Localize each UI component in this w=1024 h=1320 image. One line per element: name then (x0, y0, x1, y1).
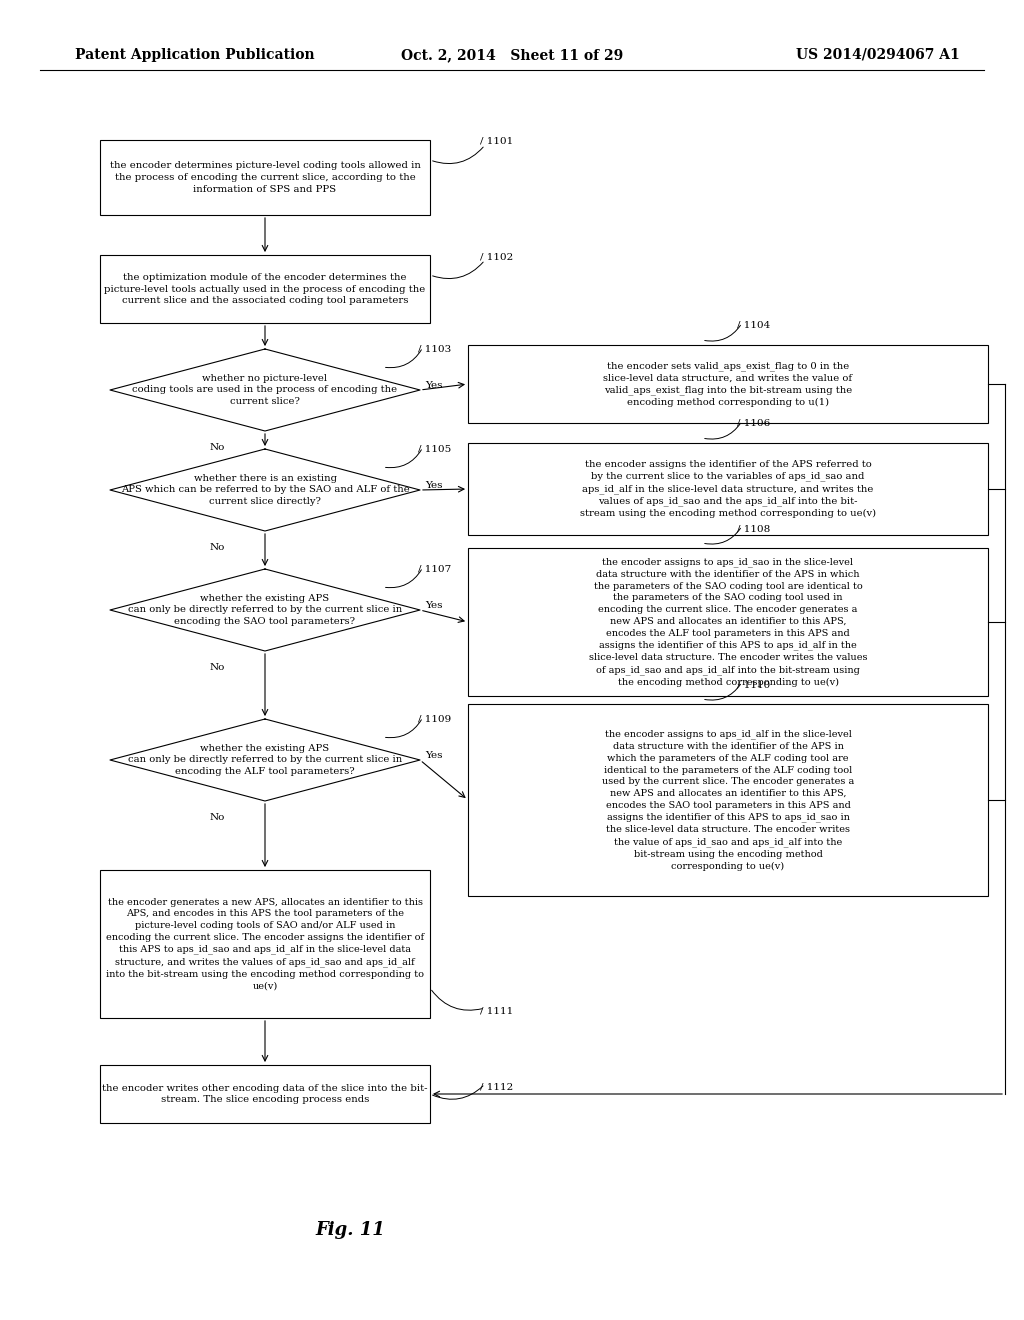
Text: Yes: Yes (425, 480, 442, 490)
Text: / 1105: / 1105 (418, 444, 451, 453)
Bar (100, 1065, 430, 1123)
Bar (468, 704, 988, 896)
Bar (468, 548, 988, 696)
Text: No: No (210, 444, 225, 451)
Text: whether there is an existing
APS which can be referred to by the SAO and ALF of : whether there is an existing APS which c… (121, 474, 410, 506)
Text: whether the existing APS
can only be directly referred to by the current slice i: whether the existing APS can only be dir… (128, 594, 402, 626)
Text: No: No (210, 813, 225, 822)
Text: Fig. 11: Fig. 11 (315, 1221, 385, 1239)
Text: / 1102: / 1102 (480, 252, 513, 261)
Text: the encoder determines picture-level coding tools allowed in
the process of enco: the encoder determines picture-level cod… (110, 161, 421, 194)
Text: whether no picture-level
coding tools are used in the process of encoding the
cu: whether no picture-level coding tools ar… (132, 374, 397, 407)
Text: Yes: Yes (425, 751, 442, 759)
Bar (468, 444, 988, 535)
Text: Patent Application Publication: Patent Application Publication (75, 48, 314, 62)
Text: the encoder assigns the identifier of the APS referred to
by the current slice t: the encoder assigns the identifier of th… (580, 459, 877, 519)
Text: the optimization module of the encoder determines the
picture-level tools actual: the optimization module of the encoder d… (104, 273, 426, 305)
Text: / 1104: / 1104 (737, 321, 770, 330)
Text: No: No (210, 663, 225, 672)
Text: / 1107: / 1107 (418, 564, 451, 573)
Text: Yes: Yes (425, 380, 442, 389)
Text: / 1106: / 1106 (737, 418, 770, 428)
Text: / 1111: / 1111 (480, 1006, 513, 1015)
Bar (100, 255, 430, 323)
Text: / 1109: / 1109 (418, 714, 451, 723)
Text: / 1103: / 1103 (418, 345, 451, 352)
Text: US 2014/0294067 A1: US 2014/0294067 A1 (797, 48, 961, 62)
Text: whether the existing APS
can only be directly referred to by the current slice i: whether the existing APS can only be dir… (128, 744, 402, 776)
Text: Yes: Yes (425, 601, 442, 610)
Polygon shape (110, 348, 420, 432)
Text: / 1108: / 1108 (737, 524, 770, 533)
Bar (468, 345, 988, 422)
Text: the encoder writes other encoding data of the slice into the bit-
stream. The sl: the encoder writes other encoding data o… (102, 1084, 428, 1105)
Text: / 1110: / 1110 (737, 680, 770, 689)
Text: the encoder generates a new APS, allocates an identifier to this
APS, and encode: the encoder generates a new APS, allocat… (105, 898, 424, 990)
Text: No: No (210, 543, 225, 552)
Bar (100, 870, 430, 1018)
Text: Oct. 2, 2014   Sheet 11 of 29: Oct. 2, 2014 Sheet 11 of 29 (400, 48, 624, 62)
Text: the encoder sets valid_aps_exist_flag to 0 in the
slice-level data structure, an: the encoder sets valid_aps_exist_flag to… (603, 362, 853, 407)
Polygon shape (110, 719, 420, 801)
Polygon shape (110, 449, 420, 531)
Text: the encoder assigns to aps_id_sao in the slice-level
data structure with the ide: the encoder assigns to aps_id_sao in the… (589, 557, 867, 686)
Polygon shape (110, 569, 420, 651)
Text: / 1112: / 1112 (480, 1082, 513, 1092)
Text: / 1101: / 1101 (480, 137, 513, 147)
Bar (100, 140, 430, 215)
Text: the encoder assigns to aps_id_alf in the slice-level
data structure with the ide: the encoder assigns to aps_id_alf in the… (602, 730, 854, 870)
